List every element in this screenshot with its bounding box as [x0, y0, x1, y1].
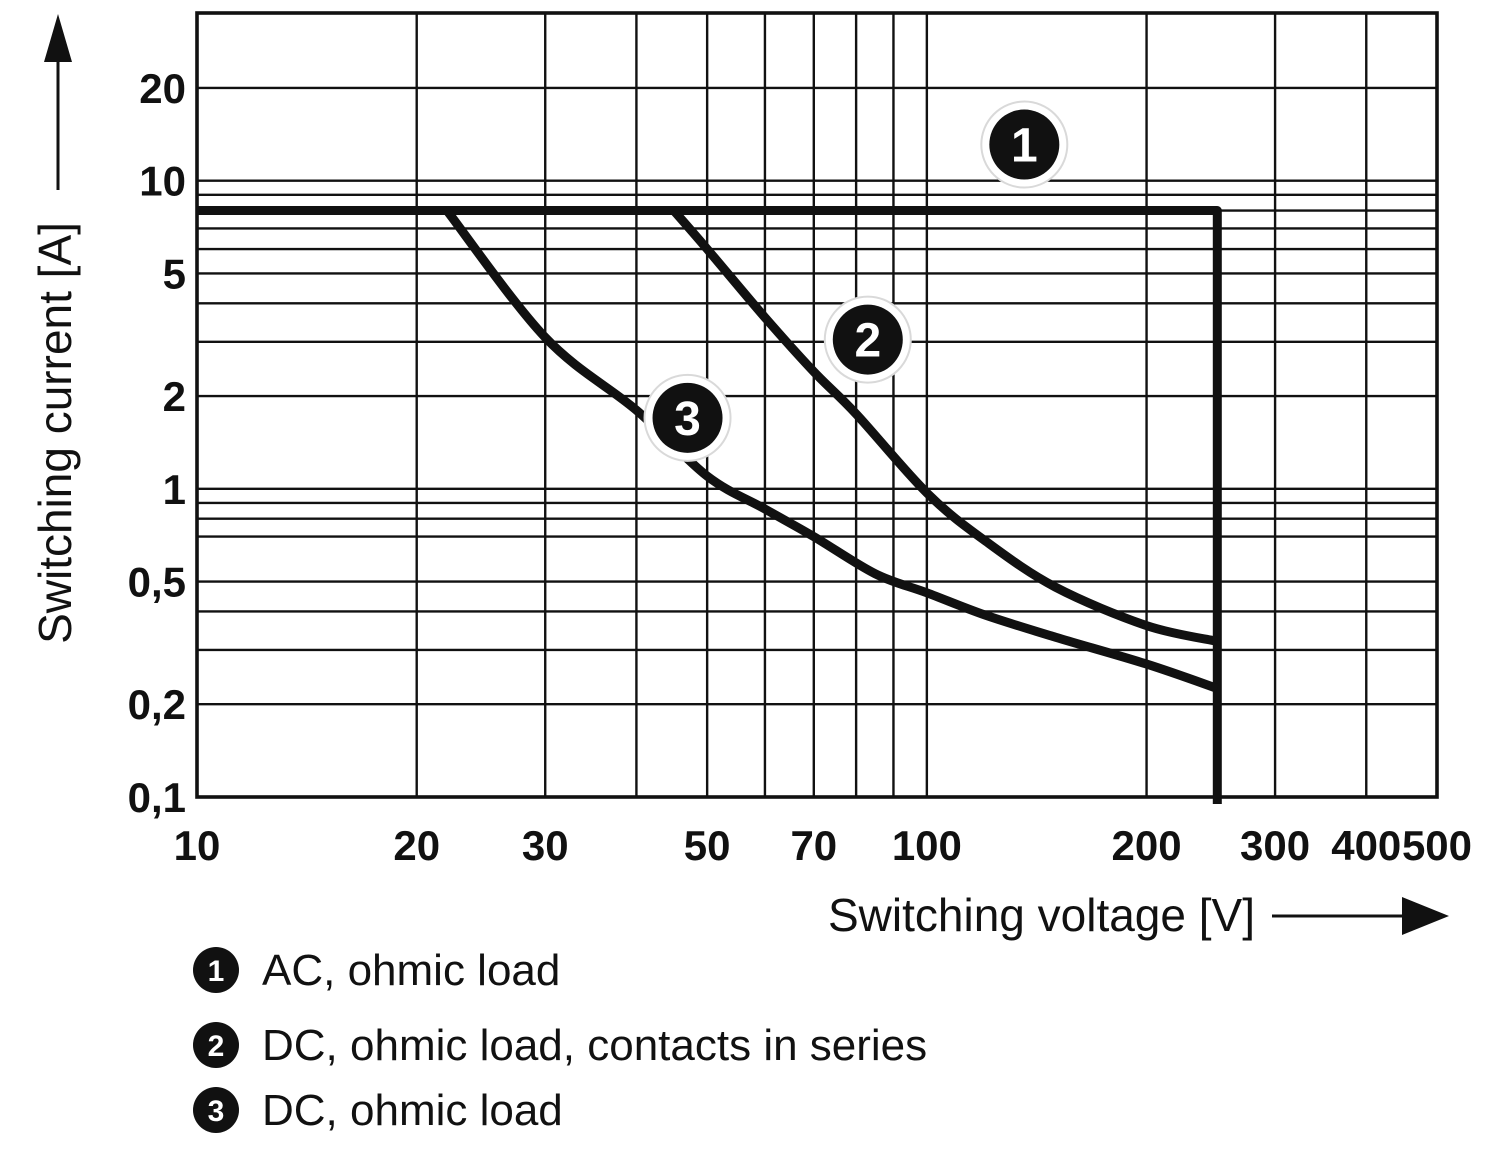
y-axis-title: Switching current [A]	[29, 222, 81, 644]
marker-number: 2	[854, 315, 881, 368]
legend-marker-3	[193, 1087, 239, 1133]
legend-marker-2	[193, 1022, 239, 1068]
marker-circle	[989, 109, 1060, 180]
y-axis-arrow	[44, 14, 72, 190]
x-tick-500: 500	[1402, 822, 1472, 869]
x-axis-arrowhead-icon	[1402, 897, 1449, 935]
legend-marker-number: 3	[208, 1095, 225, 1128]
legend-label-1: AC, ohmic load	[262, 946, 560, 995]
legend-label-3: DC, ohmic load	[262, 1086, 563, 1135]
y-tick-5: 5	[163, 250, 186, 297]
marker-circle	[652, 382, 723, 453]
y-tick-1: 1	[163, 466, 186, 513]
curve-2	[670, 207, 1219, 646]
y-tick-0_2: 0,2	[128, 681, 186, 728]
x-tick-200: 200	[1112, 822, 1182, 869]
marker-circle	[832, 304, 903, 375]
y-tick-0_5: 0,5	[128, 559, 186, 606]
y-tick-20: 20	[139, 65, 186, 112]
curve-marker-3: 3	[643, 373, 732, 462]
legend-marker-1	[193, 947, 239, 993]
x-axis-arrow	[1272, 897, 1449, 935]
legend-item-1: 1 AC, ohmic load	[193, 946, 560, 995]
curve-3	[443, 207, 1219, 693]
curve-1	[197, 206, 1222, 804]
x-axis-title: Switching voltage [V]	[828, 889, 1255, 941]
plot-border	[195, 11, 1439, 799]
x-tick-10: 10	[174, 822, 221, 869]
legend-label-2: DC, ohmic load, contacts in series	[262, 1021, 927, 1070]
x-tick-50: 50	[684, 822, 731, 869]
x-tick-400: 400	[1331, 822, 1401, 869]
x-tick-100: 100	[892, 822, 962, 869]
legend-marker-number: 2	[208, 1030, 225, 1063]
x-tick-70: 70	[790, 822, 837, 869]
legend-item-3: 3 DC, ohmic load	[193, 1086, 563, 1135]
curve-marker-2: 2	[823, 295, 912, 384]
marker-number: 3	[674, 393, 701, 446]
legend-marker-number: 1	[208, 955, 225, 988]
y-tick-0_1: 0,1	[128, 774, 186, 821]
x-tick-20: 20	[393, 822, 440, 869]
axis-tick-labels: 10 20 30 50 70 100 200 300 400 500 20 10 5 2 1 0,5 0,2 0,…	[128, 65, 1472, 869]
grid	[197, 13, 1437, 797]
legend: 1 AC, ohmic load 2 DC, ohmic load, contacts…	[193, 946, 927, 1135]
curves	[197, 206, 1222, 804]
y-tick-2: 2	[163, 373, 186, 420]
y-tick-10: 10	[139, 158, 186, 205]
curve-markers: 1 2 3	[643, 100, 1069, 462]
curve-marker-1: 1	[980, 100, 1069, 189]
legend-item-2: 2 DC, ohmic load, contacts in series	[193, 1021, 927, 1070]
x-tick-300: 300	[1240, 822, 1310, 869]
y-axis-arrowhead-icon	[44, 14, 72, 62]
marker-number: 1	[1011, 120, 1038, 173]
x-tick-30: 30	[522, 822, 569, 869]
plot-frame	[195, 11, 1439, 799]
